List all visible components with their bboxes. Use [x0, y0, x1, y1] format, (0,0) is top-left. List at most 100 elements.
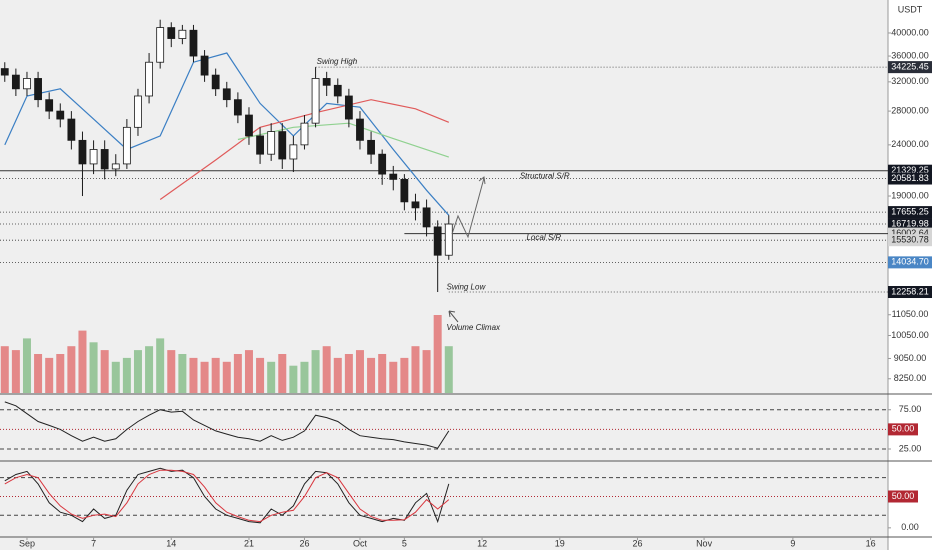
- price-badge: [888, 234, 932, 247]
- candle-body: [433, 226, 442, 256]
- candle-body: [156, 27, 165, 63]
- quote-currency: USDT: [898, 4, 923, 14]
- x-tick-label: Nov: [696, 538, 713, 548]
- volume-bar: [22, 338, 31, 393]
- volume-bar: [145, 346, 154, 393]
- candle-body: [311, 78, 320, 124]
- plot: 40000.00 36000.00 32000.00 28000.00 24000.00…: [0, 19, 932, 548]
- price-badge: [888, 286, 932, 299]
- volume-bar: [100, 350, 109, 393]
- price-badge-label: 21329.25: [891, 165, 929, 175]
- y-tick-label: 75.00: [899, 404, 922, 414]
- volume-bar: [333, 357, 342, 393]
- volume-bar: [200, 361, 209, 393]
- price-badge: [888, 172, 932, 185]
- candle-body: [367, 139, 375, 155]
- volume-bar: [433, 315, 442, 393]
- volume-bar: [389, 361, 398, 393]
- y-tick-label: 24000.00: [891, 139, 929, 149]
- x-tick-label: Sep: [19, 538, 35, 548]
- projection-arrow: [451, 177, 485, 239]
- volume-bar: [178, 354, 187, 393]
- candle-body: [267, 131, 276, 155]
- x-tick-label: 26: [299, 538, 309, 548]
- x-tick-label: 7: [91, 538, 96, 548]
- candle-body: [389, 173, 398, 180]
- price-badge: [888, 61, 932, 74]
- candle-body: [422, 207, 431, 228]
- candle-body: [211, 74, 220, 90]
- price-badge-label: 16002.64: [891, 228, 929, 238]
- volume-bar: [45, 357, 54, 393]
- volume-bar: [344, 354, 353, 393]
- annotation: Structural S/R: [520, 171, 570, 180]
- volume-bar: [222, 361, 231, 393]
- indicator-line: [4, 469, 450, 523]
- candle-body: [200, 55, 209, 76]
- candle-body: [256, 135, 264, 155]
- candle-body: [322, 78, 331, 86]
- price-badge: [888, 206, 932, 219]
- y-tick-label: 9050.00: [894, 353, 927, 363]
- volume-bar: [289, 365, 298, 393]
- indicator-line: [4, 401, 450, 449]
- candle-body: [34, 78, 42, 101]
- candle-body: [11, 74, 20, 90]
- volume-bar: [444, 346, 453, 393]
- volume-bar: [400, 357, 409, 393]
- x-tick-label: 19: [555, 538, 565, 548]
- candle-body: [222, 88, 231, 101]
- y-tick-label: 10050.00: [891, 330, 929, 340]
- annotation: Local S/R: [526, 233, 561, 242]
- volume-bar: [89, 342, 98, 393]
- candle-body: [89, 149, 98, 165]
- volume-bar: [267, 361, 276, 393]
- candle-body: [378, 153, 387, 175]
- candle-body: [411, 201, 420, 209]
- volume-bar: [411, 346, 420, 393]
- candle-body: [278, 131, 287, 160]
- candle-body: [78, 139, 87, 165]
- y-tick-label: 0.00: [901, 522, 919, 532]
- volume-bar: [0, 346, 9, 393]
- price-badge-label: 17655.25: [891, 206, 929, 216]
- x-tick-label: 16: [866, 538, 876, 548]
- volume-bar: [378, 354, 387, 393]
- volume-bar: [67, 346, 76, 393]
- candle-body: [356, 118, 364, 141]
- candle-body: [400, 178, 409, 203]
- candle-body: [178, 29, 187, 39]
- midline-label: 50.00: [892, 491, 915, 501]
- candle-body: [45, 99, 54, 112]
- x-tick-label: Oct: [353, 538, 368, 548]
- candle-body: [56, 110, 65, 120]
- y-tick-label: 40000.00: [891, 27, 929, 37]
- price-badge-label: 20581.83: [891, 173, 929, 183]
- volume-bar: [278, 354, 287, 393]
- candle-body: [444, 223, 453, 256]
- volume-bar: [122, 357, 131, 393]
- x-tick-label: 26: [632, 538, 642, 548]
- x-tick-label: 21: [244, 538, 254, 548]
- volume-bar: [167, 350, 176, 393]
- volume-bar: [244, 350, 253, 393]
- candle-body: [111, 163, 120, 170]
- volume-bar: [133, 350, 142, 393]
- arrow-head: [478, 176, 486, 185]
- volume-bar: [11, 350, 20, 393]
- candle-body: [100, 149, 109, 170]
- volume-bar: [34, 354, 43, 393]
- price-badge-label: 12258.21: [891, 286, 929, 296]
- candle-body: [0, 68, 9, 76]
- price-badge-label: 34225.45: [891, 62, 929, 72]
- volume-bar: [367, 357, 376, 393]
- volume-bar: [156, 338, 165, 393]
- volume-bar: [355, 350, 364, 393]
- annotation: Swing Low: [447, 282, 487, 291]
- price-badge: [888, 256, 932, 269]
- volume-bar: [422, 350, 431, 393]
- annotation: Volume Climax: [447, 323, 501, 332]
- price-badge-label: 15530.78: [891, 235, 929, 245]
- midline-label: 50.00: [892, 424, 915, 434]
- volume-bar: [78, 330, 87, 393]
